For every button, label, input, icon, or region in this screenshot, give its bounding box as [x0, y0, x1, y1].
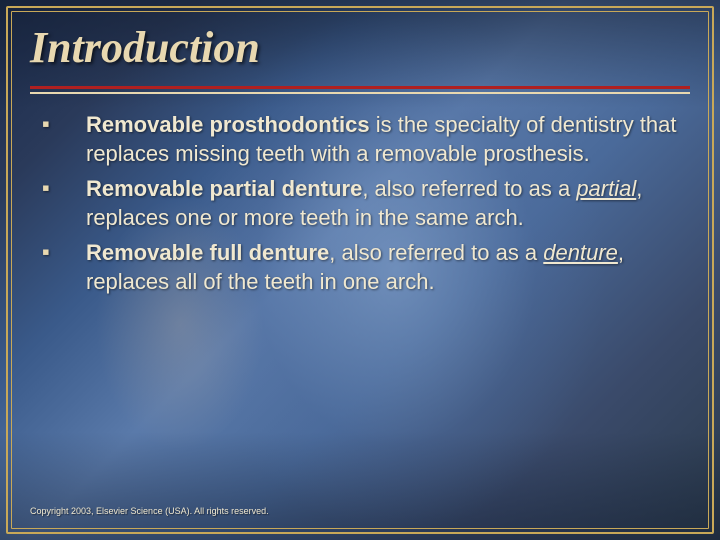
bullet-item: ▪ Removable prosthodontics is the specia… — [42, 110, 678, 168]
copyright-text: Copyright 2003, Elsevier Science (USA). … — [30, 506, 269, 516]
bullet-italic-term: denture — [543, 240, 618, 265]
bullet-bold-lead: Removable prosthodontics — [86, 112, 370, 137]
slide: Introduction ▪ Removable prosthodontics … — [0, 0, 720, 540]
bullet-marker-icon: ▪ — [42, 174, 86, 200]
bullet-text: Removable prosthodontics is the specialt… — [86, 110, 678, 168]
bullet-bold-lead: Removable partial denture — [86, 176, 362, 201]
title-underline-secondary — [30, 92, 690, 94]
bullet-italic-term: partial — [576, 176, 636, 201]
title-underline-primary — [30, 86, 690, 89]
bullet-item: ▪ Removable full denture, also referred … — [42, 238, 678, 296]
bullet-text: Removable partial denture, also referred… — [86, 174, 678, 232]
bullet-marker-icon: ▪ — [42, 110, 86, 136]
bullet-marker-icon: ▪ — [42, 238, 86, 264]
bullet-text: Removable full denture, also referred to… — [86, 238, 678, 296]
slide-body: ▪ Removable prosthodontics is the specia… — [42, 110, 678, 302]
bullet-bold-lead: Removable full denture — [86, 240, 329, 265]
bullet-rest-a: , also referred to as a — [362, 176, 576, 201]
bullet-rest-a: , also referred to as a — [329, 240, 543, 265]
bullet-item: ▪ Removable partial denture, also referr… — [42, 174, 678, 232]
slide-title: Introduction — [30, 22, 260, 73]
